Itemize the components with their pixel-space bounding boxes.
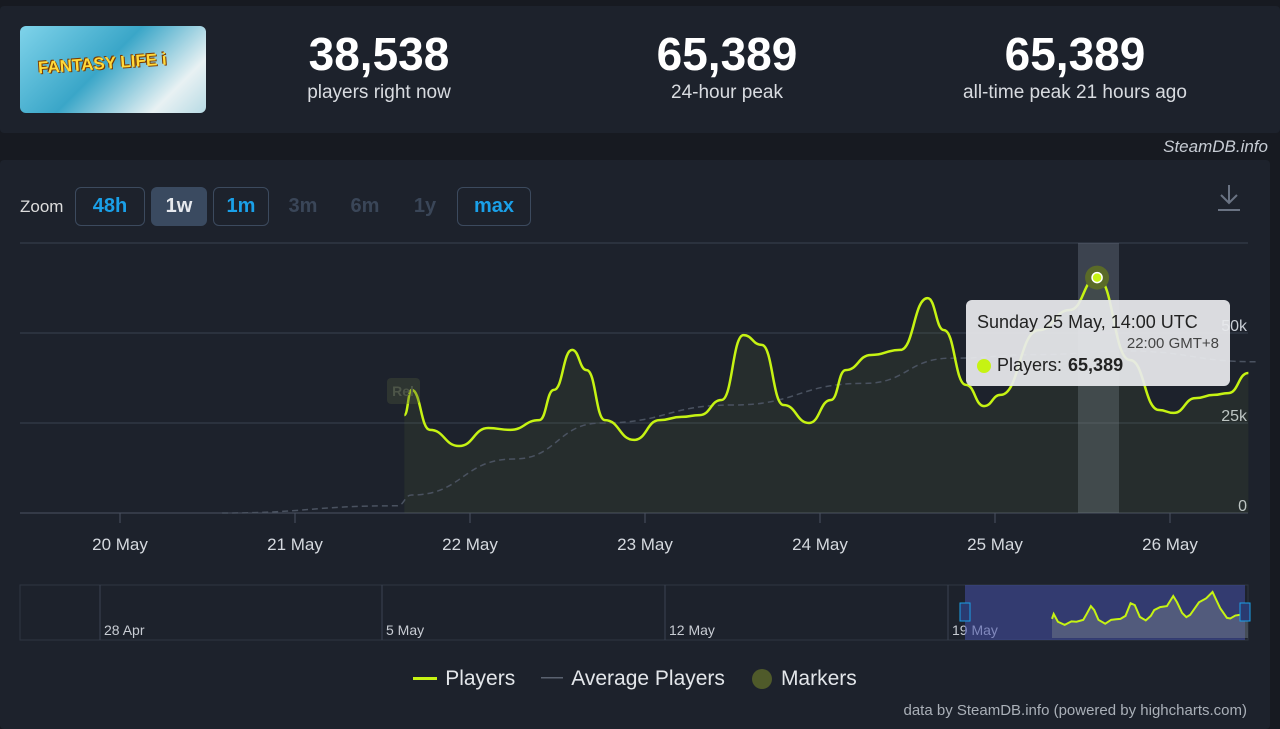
legend-players[interactable]: Players (413, 667, 515, 691)
navigator-selection[interactable] (965, 585, 1245, 640)
zoom-48h-button[interactable]: 48h (75, 187, 145, 226)
hovered-point[interactable] (1091, 271, 1103, 284)
navigator-handle-right[interactable] (1239, 602, 1251, 622)
y-tick-label: 0 (1238, 498, 1247, 515)
stat-24h-peak: 65,389 24-hour peak (577, 28, 877, 104)
tooltip-value: 65,389 (1068, 355, 1124, 375)
zoom-1m-button[interactable]: 1m (213, 187, 269, 226)
tooltip-series: Players: (997, 355, 1063, 375)
tooltip-local-time: 22:00 GMT+8 (1126, 335, 1219, 352)
navigator-label: 12 May (669, 622, 715, 638)
footer-credit[interactable]: data by SteamDB.info (powered by highcha… (903, 702, 1248, 719)
steamdb-credit[interactable]: SteamDB.info (1163, 137, 1268, 156)
stat-current-players: 38,538 players right now (229, 28, 529, 104)
navigator-series (1051, 590, 1249, 627)
download-icon[interactable] (1216, 183, 1242, 213)
navigator-label: 28 Apr (104, 622, 145, 638)
stat-value: 38,538 (308, 28, 450, 80)
x-tick-label: 25 May (967, 535, 1023, 554)
legend-markers[interactable]: Markers (751, 667, 857, 691)
stat-label: players right now (307, 82, 451, 103)
zoom-1y-button: 1y (413, 195, 437, 217)
legend-label: Players (445, 667, 516, 690)
stat-value: 65,389 (1004, 28, 1146, 80)
x-tick-label: 26 May (1142, 535, 1198, 554)
zoom-6m-button: 6m (350, 195, 380, 217)
stat-value: 65,389 (656, 28, 798, 80)
tooltip-date: Sunday 25 May, 14:00 UTC (977, 312, 1198, 332)
x-tick-label: 21 May (267, 535, 323, 554)
stat-label: all-time peak 21 hours ago (963, 82, 1187, 103)
stat-label: 24-hour peak (671, 82, 783, 103)
y-tick-label: 25k (1221, 408, 1248, 425)
tooltip: Sunday 25 May, 14:00 UTC 22:00 GMT+8 Pla… (966, 300, 1230, 386)
stat-all-time-peak: 65,389 all-time peak 21 hours ago (925, 28, 1225, 104)
release-marker[interactable]: Rel (387, 378, 420, 404)
zoom-3m-button: 3m (288, 195, 318, 217)
legend: Players Average Players Markers (0, 667, 1270, 691)
navigator-handle-left[interactable] (959, 602, 971, 622)
x-tick-label: 24 May (792, 535, 848, 554)
legend-label: Average Players (571, 667, 725, 690)
x-tick-label: 23 May (617, 535, 673, 554)
legend-average[interactable]: Average Players (541, 667, 725, 691)
zoom-1w-button[interactable]: 1w (151, 187, 207, 226)
stats-card: FANTASY LIFE i 38,538 players right now 6… (0, 6, 1280, 133)
navigator-label: 5 May (386, 622, 424, 638)
series-dot-icon (977, 358, 991, 373)
zoom-max-button[interactable]: max (457, 187, 531, 226)
legend-label: Markers (780, 667, 857, 690)
x-tick-label: 20 May (92, 535, 148, 554)
game-cover-image[interactable]: FANTASY LIFE i (20, 26, 206, 113)
zoom-label: Zoom (20, 197, 64, 216)
marker-label: Rel (392, 383, 414, 399)
x-tick-label: 22 May (442, 535, 498, 554)
